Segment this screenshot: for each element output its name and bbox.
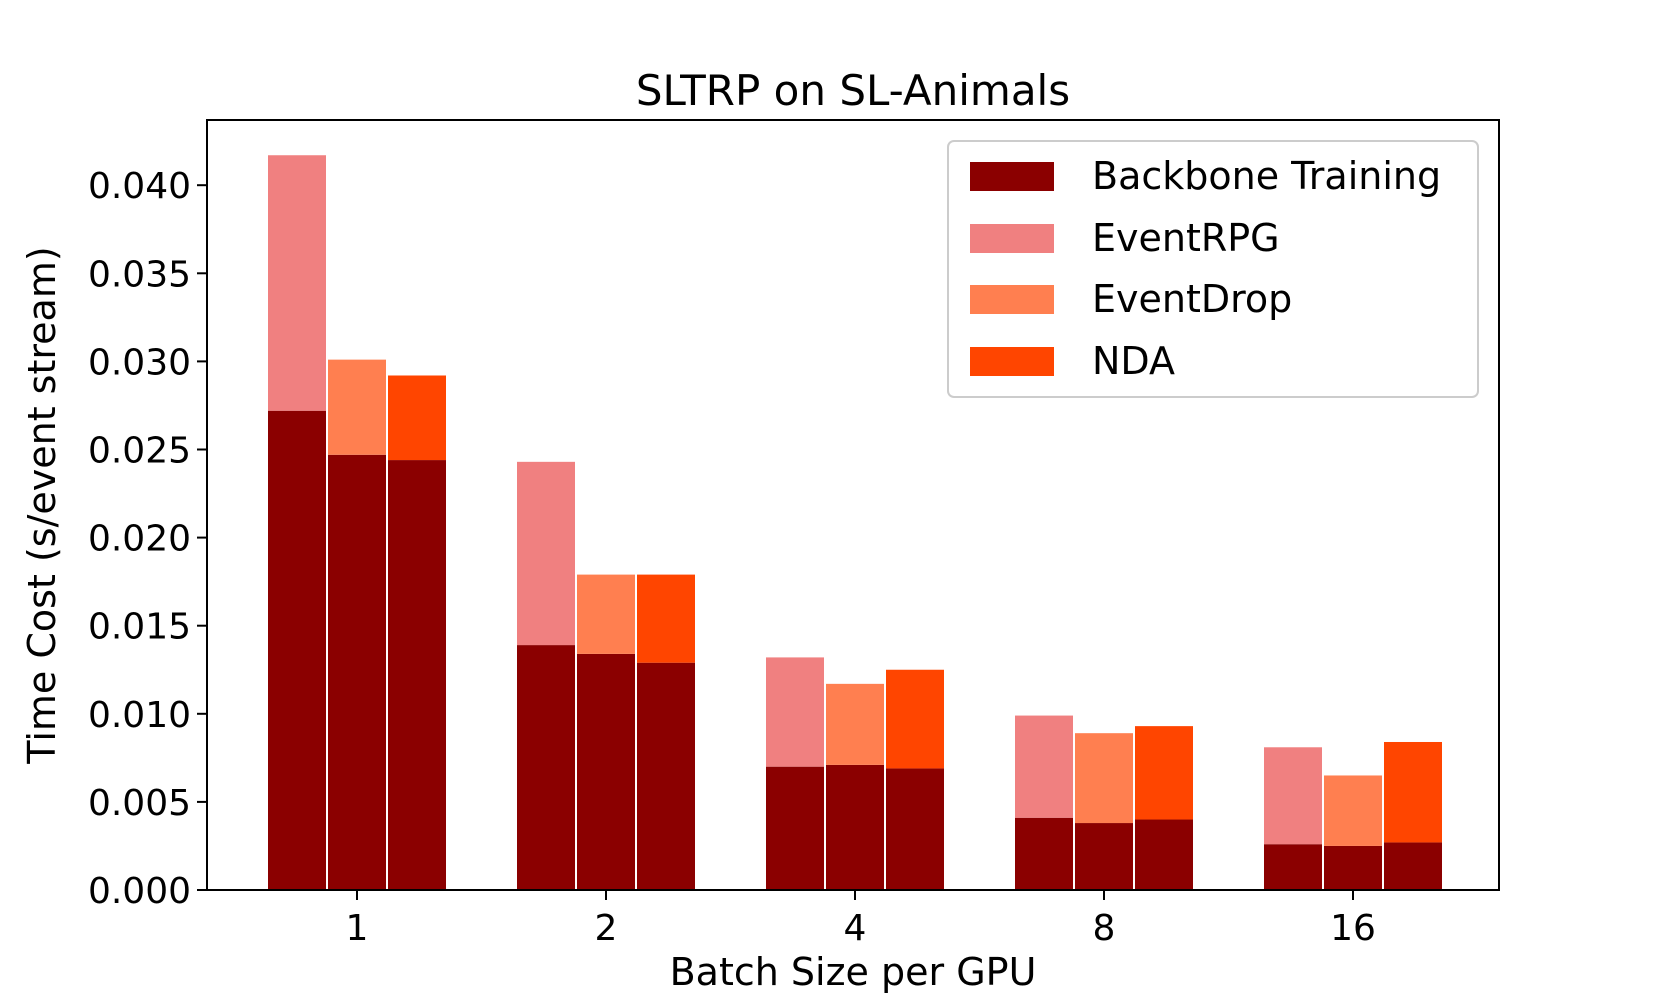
y-tick-label: 0.030 xyxy=(88,342,191,383)
legend-swatch-eventrpg xyxy=(970,224,1054,253)
bar-nda-2 xyxy=(637,574,695,663)
x-tick-label: 8 xyxy=(1093,908,1116,949)
bar-backbone-nda-8 xyxy=(1135,819,1193,890)
y-tick-label: 0.015 xyxy=(88,607,191,648)
x-axis-title: Batch Size per GPU xyxy=(670,950,1037,994)
bar-backbone-nda-2 xyxy=(637,662,695,890)
bar-backbone-eventdrop-4 xyxy=(826,764,884,890)
bar-backbone-eventdrop-8 xyxy=(1075,823,1133,890)
bar-backbone-eventrpg-2 xyxy=(517,645,575,890)
bar-eventrpg-1 xyxy=(268,155,326,411)
bar-eventrpg-4 xyxy=(766,657,824,767)
x-tick-label: 1 xyxy=(346,908,369,949)
legend-label: NDA xyxy=(1092,339,1175,383)
bar-eventrpg-8 xyxy=(1015,715,1073,818)
bar-backbone-eventrpg-8 xyxy=(1015,817,1073,890)
bar-nda-16 xyxy=(1384,741,1442,843)
legend-swatch-eventdrop xyxy=(970,285,1054,314)
bar-eventdrop-1 xyxy=(328,359,386,455)
bar-eventrpg-2 xyxy=(517,461,575,646)
bar-backbone-eventrpg-1 xyxy=(268,410,326,890)
bar-nda-4 xyxy=(886,669,944,769)
bar-backbone-eventdrop-2 xyxy=(577,653,635,890)
legend: Backbone Training EventRPG EventDrop NDA xyxy=(947,140,1479,398)
y-axis: 0.000 0.005 0.010 0.015 0.020 0.025 0.030 0.035… xyxy=(88,166,207,912)
y-tick-label: 0.005 xyxy=(88,783,191,824)
bar-eventdrop-16 xyxy=(1324,775,1382,846)
bar-eventrpg-16 xyxy=(1264,747,1322,845)
x-tick-label: 4 xyxy=(844,908,867,949)
bar-backbone-eventrpg-16 xyxy=(1264,844,1322,890)
x-tick-label: 16 xyxy=(1330,908,1376,949)
x-tick-label: 2 xyxy=(595,908,618,949)
bar-eventdrop-2 xyxy=(577,574,635,654)
plot-frame xyxy=(206,119,1500,891)
legend-box xyxy=(947,140,1479,398)
bar-eventdrop-8 xyxy=(1075,733,1133,824)
chart-title: SLTRP on SL-Animals xyxy=(636,66,1070,115)
bar-nda-1 xyxy=(388,375,446,461)
legend-swatch-nda xyxy=(970,347,1054,376)
y-tick-label: 0.040 xyxy=(88,166,191,207)
bar-backbone-nda-1 xyxy=(388,460,446,890)
bar-backbone-nda-16 xyxy=(1384,842,1442,890)
bar-backbone-eventdrop-16 xyxy=(1324,845,1382,890)
bars-group xyxy=(268,155,1442,890)
y-tick-label: 0.000 xyxy=(88,871,191,912)
bar-eventdrop-4 xyxy=(826,683,884,765)
legend-label: EventRPG xyxy=(1092,216,1280,260)
legend-swatch-backbone-training xyxy=(970,162,1054,191)
bar-backbone-nda-4 xyxy=(886,768,944,890)
bar-backbone-eventdrop-1 xyxy=(328,454,386,890)
y-tick-label: 0.025 xyxy=(88,430,191,471)
bar-backbone-eventrpg-4 xyxy=(766,766,824,890)
y-tick-label: 0.020 xyxy=(88,519,191,560)
bar-nda-8 xyxy=(1135,726,1193,820)
x-axis: 1 2 4 8 16 xyxy=(346,890,1376,949)
y-axis-title: Time Cost (s/event stream) xyxy=(20,246,64,764)
y-tick-label: 0.035 xyxy=(88,254,191,295)
y-tick-label: 0.010 xyxy=(88,695,191,736)
legend-label: EventDrop xyxy=(1092,277,1292,321)
legend-label: Backbone Training xyxy=(1092,154,1441,198)
